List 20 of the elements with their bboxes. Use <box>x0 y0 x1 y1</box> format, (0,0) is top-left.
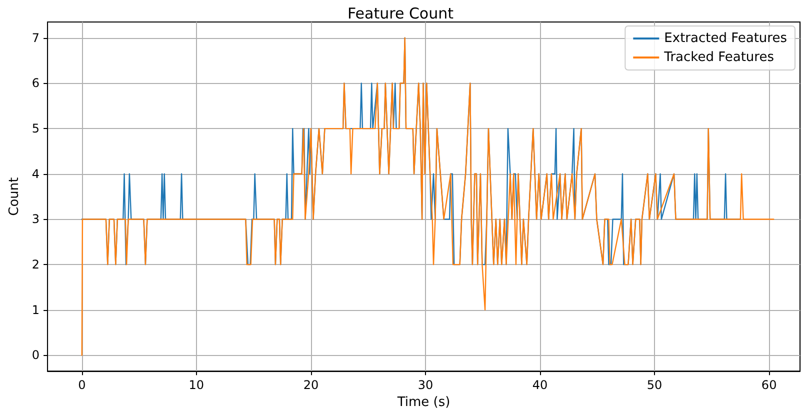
y-tick-label: 3 <box>32 212 40 226</box>
y-tick-label: 4 <box>32 166 40 181</box>
x-tick-label: 20 <box>303 378 319 392</box>
x-tick-label: 30 <box>418 378 434 392</box>
x-tick-label: 40 <box>532 378 548 392</box>
chart-title: Feature Count <box>348 4 454 22</box>
y-tick-label: 7 <box>32 30 40 45</box>
x-tick-label: 50 <box>646 378 662 392</box>
x-tick-label: 60 <box>761 378 777 392</box>
y-tick-label: 5 <box>32 122 40 136</box>
y-tick-label: 6 <box>32 76 40 90</box>
x-tick-label: 10 <box>188 378 204 392</box>
legend-label: Extracted Features <box>664 31 788 46</box>
y-axis-title: Count <box>7 177 22 216</box>
y-tick-label: 0 <box>32 348 40 362</box>
y-tick-label: 1 <box>32 302 40 317</box>
x-tick-label: 0 <box>78 378 86 392</box>
y-tick-label: 2 <box>32 258 40 272</box>
legend-label: Tracked Features <box>663 50 774 65</box>
x-axis-title: Time (s) <box>396 395 450 410</box>
